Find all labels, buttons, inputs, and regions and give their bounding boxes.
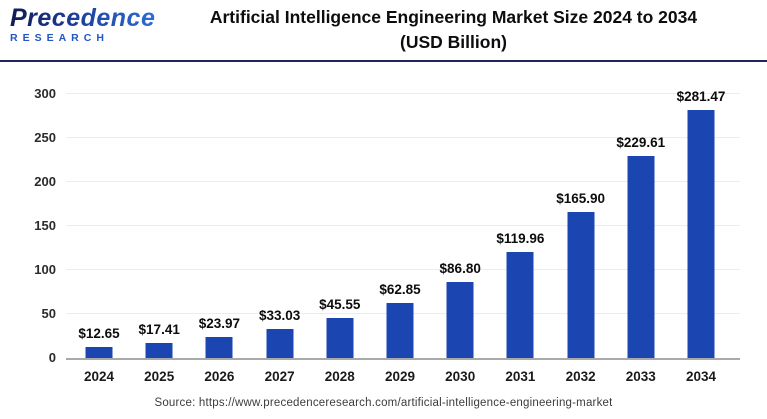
- bar-2030: [446, 281, 474, 358]
- x-tick-label-2027: 2027: [264, 369, 295, 384]
- bar-column-2027: $33.03 2027: [250, 94, 310, 384]
- bar-value-label-2027: $33.03: [258, 307, 301, 323]
- bar-column-2026: $23.97 2026: [189, 94, 249, 384]
- bar-2028: [326, 317, 354, 358]
- y-tick-label-200: 200: [34, 174, 56, 189]
- x-tick-label-2026: 2026: [204, 369, 235, 384]
- gridline-300: [66, 93, 740, 94]
- bar-value-label-2032: $165.90: [556, 191, 605, 207]
- bar-2024: [85, 346, 113, 358]
- x-tick-label-2031: 2031: [505, 369, 536, 384]
- bar-chart: 0 50 100 150 200 250 300 $12.65 2024 $17.41 2025 $…: [0, 62, 767, 392]
- bar-2026: [205, 336, 233, 358]
- plot-area: $12.65 2024 $17.41 2025 $23.97 2026 $33.03 2027…: [66, 89, 740, 384]
- bar-2029: [386, 302, 414, 358]
- y-tick-label-150: 150: [34, 218, 56, 233]
- gridline-250: [66, 137, 740, 138]
- bar-value-label-2034: $281.47: [676, 89, 726, 105]
- bar-column-2032: $165.90 2032: [551, 94, 611, 384]
- y-tick-label-100: 100: [34, 262, 56, 277]
- y-tick-label-0: 0: [48, 350, 56, 365]
- bar-column-2033: $229.61 2033: [611, 94, 671, 384]
- y-tick-label-250: 250: [34, 130, 56, 145]
- source-text: Source: https://www.precedenceresearch.c…: [154, 397, 613, 409]
- bar-column-2029: $62.85 2029: [370, 94, 430, 384]
- bar-value-label-2024: $12.65: [78, 325, 120, 341]
- bar-column-2030: $86.80 2030: [430, 94, 490, 384]
- bar-column-2028: $45.55 2028: [310, 94, 370, 384]
- y-tick-label-300: 300: [34, 86, 56, 101]
- x-tick-label-2025: 2025: [144, 369, 175, 384]
- x-tick-label-2029: 2029: [384, 369, 416, 384]
- chart-title-line2: (USD Billion): [400, 32, 507, 52]
- bar-value-label-2033: $229.61: [616, 134, 666, 150]
- bar-column-2025: $17.41 2025: [129, 94, 189, 384]
- bar-2032: [567, 212, 595, 358]
- bar-column-2034: $281.47 2034: [671, 89, 731, 384]
- x-tick-label-2034: 2034: [685, 369, 717, 384]
- y-axis: 0 50 100 150 200 250 300: [0, 86, 56, 365]
- bar-value-label-2026: $23.97: [198, 315, 241, 331]
- x-tick-label-2028: 2028: [324, 369, 355, 384]
- bar-value-label-2029: $62.85: [379, 281, 421, 297]
- bar-2027: [266, 328, 294, 358]
- x-tick-label-2030: 2030: [445, 369, 476, 384]
- gridline-150: [66, 225, 740, 226]
- chart-title: Artificial Intelligence Engineering Mark…: [150, 5, 757, 55]
- bar-2034: [687, 110, 715, 358]
- gridline-100: [66, 269, 740, 270]
- bar-2025: [145, 342, 173, 358]
- bar-value-label-2030: $86.80: [439, 260, 481, 276]
- gridline-200: [66, 181, 740, 182]
- bar-2033: [627, 155, 655, 358]
- x-tick-label-2033: 2033: [625, 369, 656, 384]
- x-tick-label-2024: 2024: [83, 369, 115, 384]
- header-divider: [0, 60, 767, 62]
- y-tick-label-50: 50: [41, 306, 56, 321]
- bar-value-label-2025: $17.41: [138, 321, 180, 337]
- footer: Source: https://www.precedenceresearch.c…: [0, 393, 767, 411]
- logo-sub-text: RESEARCH: [10, 32, 109, 44]
- bar-value-label-2028: $45.55: [319, 296, 361, 312]
- x-tick-label-2032: 2032: [565, 369, 596, 384]
- bar-column-2031: $119.96 2031: [490, 94, 550, 384]
- header: Precedence RESEARCH Artificial Intellige…: [0, 0, 767, 60]
- bar-column-2024: $12.65 2024: [69, 94, 129, 384]
- bar-value-label-2031: $119.96: [496, 231, 545, 247]
- bar-2031: [506, 252, 534, 358]
- chart-title-line1: Artificial Intelligence Engineering Mark…: [209, 7, 698, 27]
- logo-brand-text: Precedence: [10, 6, 160, 31]
- precedence-research-logo: Precedence RESEARCH: [10, 6, 160, 44]
